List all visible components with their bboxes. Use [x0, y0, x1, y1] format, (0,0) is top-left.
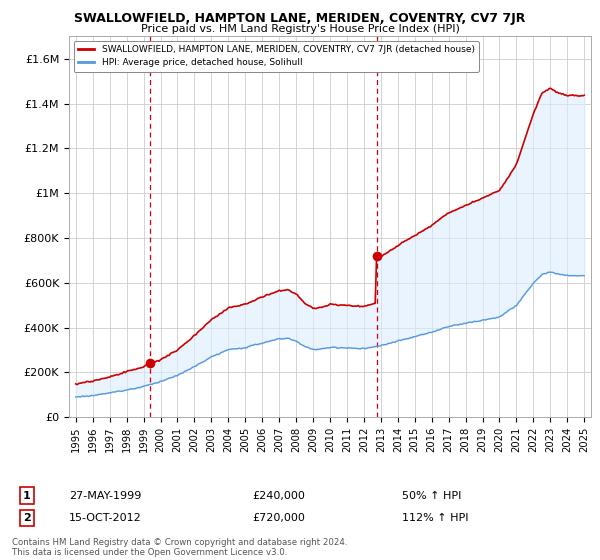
Text: 50% ↑ HPI: 50% ↑ HPI: [402, 491, 461, 501]
Text: Contains HM Land Registry data © Crown copyright and database right 2024.
This d: Contains HM Land Registry data © Crown c…: [12, 538, 347, 557]
Text: 15-OCT-2012: 15-OCT-2012: [69, 513, 142, 523]
Text: 1: 1: [23, 491, 31, 501]
Text: £240,000: £240,000: [252, 491, 305, 501]
Text: £720,000: £720,000: [252, 513, 305, 523]
Text: 1: 1: [146, 49, 154, 59]
Text: 2: 2: [374, 49, 381, 59]
Text: 2: 2: [23, 513, 31, 523]
Text: 27-MAY-1999: 27-MAY-1999: [69, 491, 142, 501]
Text: 112% ↑ HPI: 112% ↑ HPI: [402, 513, 469, 523]
Text: Price paid vs. HM Land Registry's House Price Index (HPI): Price paid vs. HM Land Registry's House …: [140, 24, 460, 34]
Legend: SWALLOWFIELD, HAMPTON LANE, MERIDEN, COVENTRY, CV7 7JR (detached house), HPI: Av: SWALLOWFIELD, HAMPTON LANE, MERIDEN, COV…: [74, 41, 479, 72]
Text: SWALLOWFIELD, HAMPTON LANE, MERIDEN, COVENTRY, CV7 7JR: SWALLOWFIELD, HAMPTON LANE, MERIDEN, COV…: [74, 12, 526, 25]
